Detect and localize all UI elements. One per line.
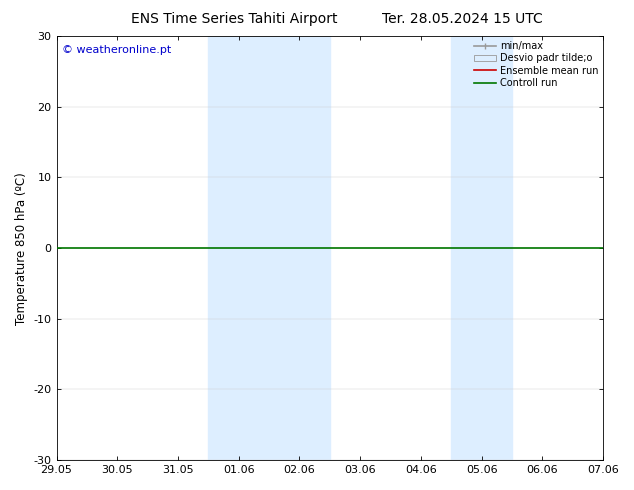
Bar [451,36,512,460]
Y-axis label: Temperature 850 hPa (ºC): Temperature 850 hPa (ºC) [15,172,28,324]
Bar [209,36,330,460]
Legend: min/max, Desvio padr tilde;o, Ensemble mean run, Controll run: min/max, Desvio padr tilde;o, Ensemble m… [472,39,600,90]
Text: ENS Time Series Tahiti Airport: ENS Time Series Tahiti Airport [131,12,338,26]
Text: © weatheronline.pt: © weatheronline.pt [62,45,171,54]
Text: Ter. 28.05.2024 15 UTC: Ter. 28.05.2024 15 UTC [382,12,543,26]
